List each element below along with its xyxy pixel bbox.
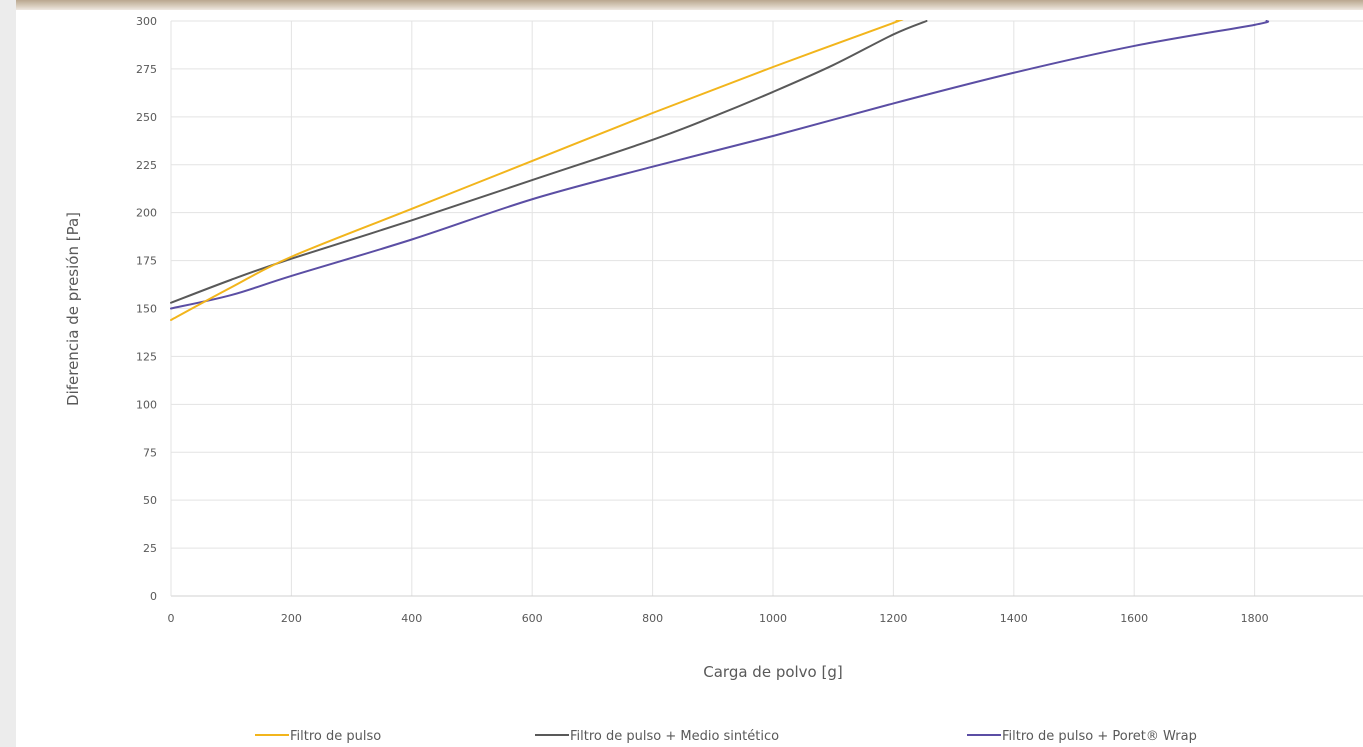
x-tick-label: 1200: [879, 612, 907, 625]
top-border-strip: [0, 0, 1363, 10]
y-tick-label: 275: [136, 63, 157, 76]
grid: [171, 20, 1363, 596]
legend: Filtro de pulso Filtro de pulso + Medio s…: [255, 729, 1197, 744]
y-axis-title: Diferencia de presión [Pa]: [64, 212, 82, 406]
x-tick-label: 800: [642, 612, 663, 625]
x-axis-title: Carga de polvo [g]: [703, 663, 842, 681]
x-tick-label: 1800: [1241, 612, 1269, 625]
x-tick-label: 1600: [1120, 612, 1148, 625]
series-lines: [170, 20, 1270, 321]
y-tick-label: 100: [136, 398, 157, 411]
x-tick-label: 200: [281, 612, 302, 625]
series-line-2: [170, 20, 928, 304]
x-tick-label: 600: [522, 612, 543, 625]
x-axis-ticks: 02004006008001000120014001600180020: [168, 612, 1269, 625]
series-line-3: [170, 20, 1270, 310]
y-tick-label: 175: [136, 255, 157, 268]
x-tick-label: 1400: [1000, 612, 1028, 625]
legend-label: Filtro de pulso + Poret® Wrap: [1002, 729, 1197, 744]
y-tick-label: 75: [143, 446, 157, 459]
y-tick-label: 225: [136, 159, 157, 172]
x-tick-label: 0: [168, 612, 175, 625]
y-tick-label: 25: [143, 542, 157, 555]
x-tick-label: 400: [401, 612, 422, 625]
y-tick-label: 150: [136, 303, 157, 316]
legend-label: Filtro de pulso: [290, 729, 381, 744]
y-tick-label: 0: [150, 590, 157, 603]
series-line-1: [170, 20, 904, 321]
y-axis-ticks: 0 25 50 75 100 125 150 175 200 225 250 275 300: [136, 15, 157, 603]
left-border-strip: [0, 0, 16, 747]
x-tick-label: 1000: [759, 612, 787, 625]
y-tick-label: 300: [136, 15, 157, 28]
y-tick-label: 125: [136, 350, 157, 363]
y-tick-label: 250: [136, 111, 157, 124]
legend-label: Filtro de pulso + Medio sintético: [570, 729, 779, 744]
y-tick-label: 50: [143, 494, 157, 507]
y-tick-label: 200: [136, 207, 157, 220]
